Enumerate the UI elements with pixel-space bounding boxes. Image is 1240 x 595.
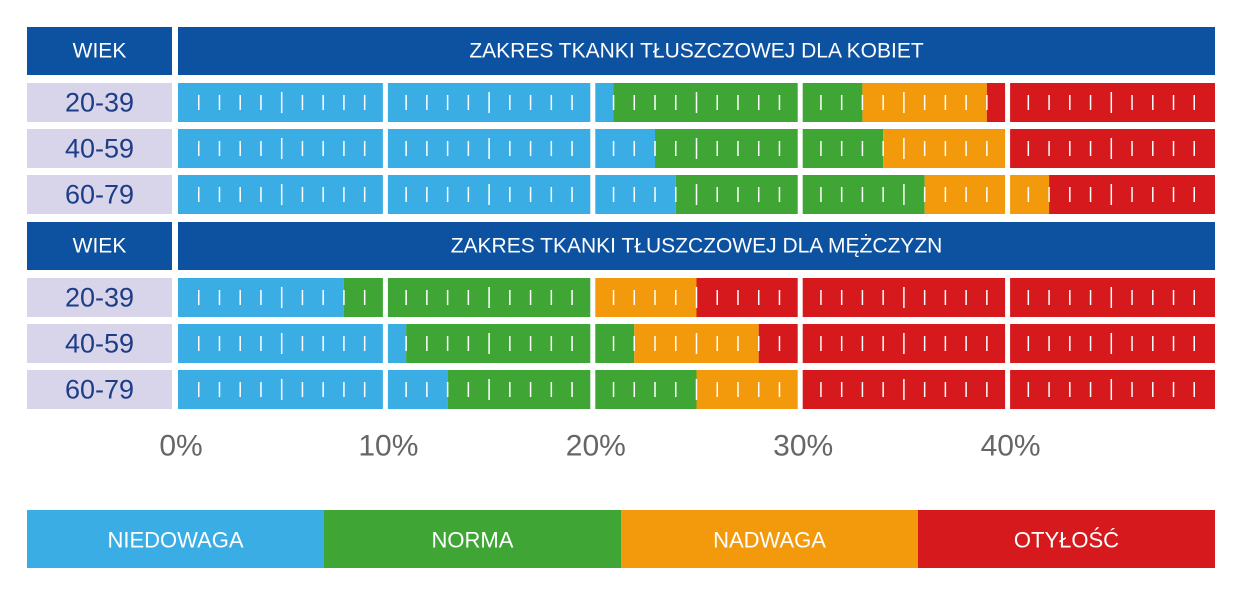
row-label: 40-59 — [65, 329, 134, 359]
row-label: 20-39 — [65, 283, 134, 313]
grid-line — [382, 324, 388, 363]
grid-line — [590, 129, 596, 168]
x-tick-label: 40% — [981, 430, 1041, 463]
x-tick-label: 10% — [358, 430, 418, 463]
row-label-bg — [27, 370, 172, 409]
row-label-bg — [27, 324, 172, 363]
category-header: WIEK — [73, 40, 127, 63]
grid-line — [590, 278, 596, 317]
row-label-bg — [27, 278, 172, 317]
bar-segment — [655, 129, 884, 168]
header-cell — [27, 27, 172, 75]
header-title-bg — [178, 27, 1215, 75]
grid-line — [590, 83, 596, 122]
grid-line — [590, 324, 596, 363]
grid-line — [1005, 324, 1011, 363]
grid-line — [382, 83, 388, 122]
grid-line — [797, 175, 803, 214]
legend-swatch — [27, 510, 324, 568]
category-header: WIEK — [73, 235, 127, 258]
grid-line — [382, 278, 388, 317]
legend-swatch — [324, 510, 621, 568]
legend-label: NADWAGA — [713, 528, 826, 553]
bar-segment — [178, 370, 448, 409]
grid-line — [590, 175, 596, 214]
grid-line — [797, 83, 803, 122]
grid-line — [590, 370, 596, 409]
grid-line — [1005, 370, 1011, 409]
grid-line — [1005, 83, 1011, 122]
bar-segment — [592, 278, 697, 317]
bar-segment — [406, 324, 635, 363]
grid-line — [797, 129, 803, 168]
grid-line — [797, 278, 803, 317]
legend-swatch — [621, 510, 918, 568]
grid-line — [382, 370, 388, 409]
x-tick-label: 20% — [566, 430, 626, 463]
grid-line — [382, 129, 388, 168]
bar-segment — [986, 83, 1215, 122]
row-label: 40-59 — [65, 134, 134, 164]
row-label-bg — [27, 175, 172, 214]
grid-line — [382, 175, 388, 214]
bar-segment — [178, 324, 407, 363]
legend-label: OTYŁOŚĆ — [1014, 528, 1119, 553]
header-title-bg — [178, 222, 1215, 270]
grid-line — [1005, 129, 1011, 168]
chart-title: ZAKRES TKANKI TŁUSZCZOWEJ DLA KOBIET — [469, 40, 923, 63]
grid-line — [1005, 175, 1011, 214]
row-label-bg — [27, 83, 172, 122]
row-label: 20-39 — [65, 88, 134, 118]
row-label: 60-79 — [65, 180, 134, 210]
row-label: 60-79 — [65, 375, 134, 405]
grid-line — [797, 370, 803, 409]
bar-segment — [696, 370, 801, 409]
legend-swatch — [918, 510, 1215, 568]
grid-line — [1005, 278, 1011, 317]
chart-title: ZAKRES TKANKI TŁUSZCZOWEJ DLA MĘŻCZYZN — [451, 235, 943, 258]
grid-line — [797, 324, 803, 363]
bar-segment — [696, 278, 1215, 317]
x-tick-label: 30% — [773, 430, 833, 463]
legend-label: NORMA — [432, 528, 514, 553]
legend-label: NIEDOWAGA — [107, 528, 243, 553]
bar-segment — [178, 129, 656, 168]
header-cell — [27, 222, 172, 270]
x-tick-label: 0% — [159, 430, 202, 463]
row-label-bg — [27, 129, 172, 168]
bar-segment — [178, 83, 614, 122]
